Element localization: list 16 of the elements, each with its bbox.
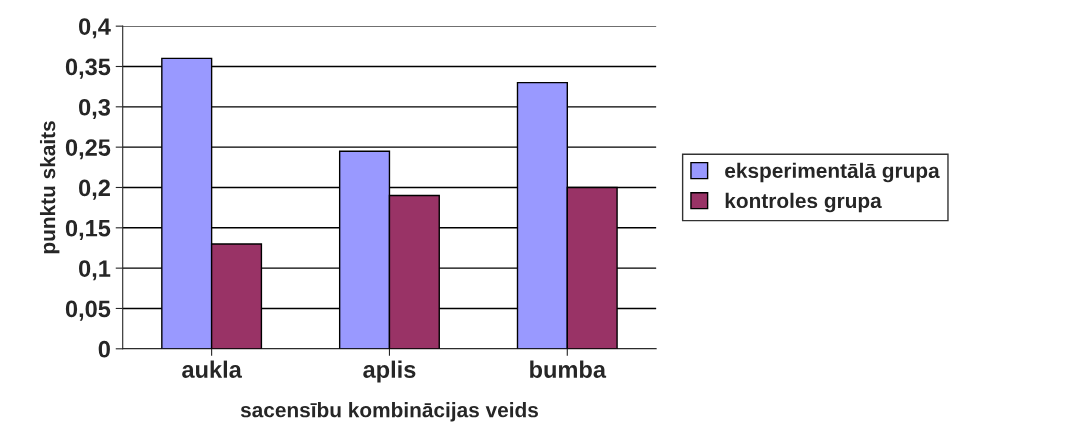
legend-label: eksperimentālā grupa <box>725 162 940 183</box>
y-tick-label: 0,15 <box>65 219 111 241</box>
x-tick-label: aplis <box>363 360 416 383</box>
y-tick-label: 0,4 <box>79 18 111 39</box>
x-tick-label: bumba <box>530 360 607 378</box>
y-tick-label: 0,3 <box>79 98 111 120</box>
y-tick-label: 0,25 <box>65 139 111 160</box>
x-tick-label: aukla <box>182 360 242 378</box>
x-axis-title: sacensību kombinācijas veids <box>240 402 538 422</box>
legend-label: kontroles grupa <box>725 192 882 213</box>
y-axis-title: punktu skaits <box>39 121 60 254</box>
y-tick-label: 0,1 <box>79 260 111 281</box>
y-tick-label: 0,2 <box>79 179 110 200</box>
y-tick-label: 0,05 <box>65 300 111 321</box>
y-tick-label: 0 <box>98 340 110 358</box>
y-tick-label: 0,35 <box>65 58 111 79</box>
